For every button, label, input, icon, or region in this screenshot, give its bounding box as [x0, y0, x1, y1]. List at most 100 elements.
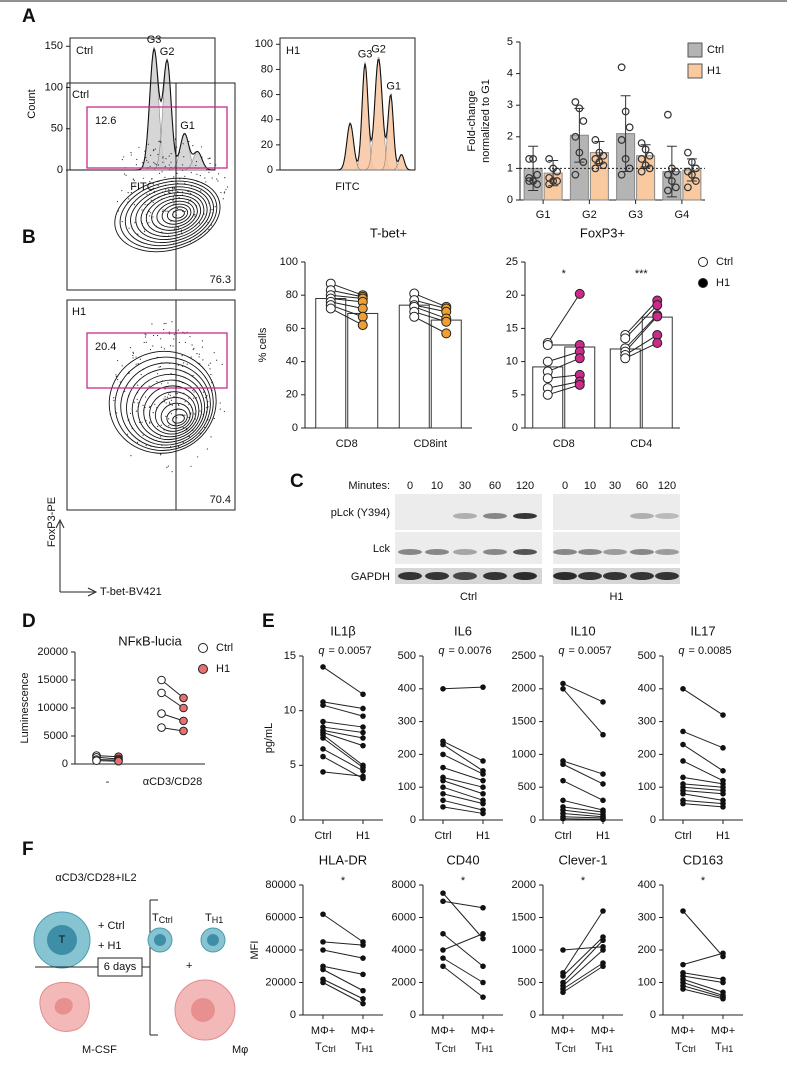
chart-title: IL17	[690, 623, 715, 638]
event-dot	[167, 382, 169, 384]
data-point	[440, 741, 446, 748]
event-dot	[198, 222, 201, 224]
data-point	[621, 107, 630, 116]
y-tick-label: 300	[638, 716, 656, 728]
event-dot	[168, 189, 170, 191]
event-dot	[151, 323, 153, 325]
y-tick-label: 15000	[37, 674, 68, 686]
stat-symbol: q	[558, 645, 565, 657]
data-point	[480, 904, 486, 911]
data-point	[360, 768, 366, 774]
peak-label: G3	[147, 34, 162, 46]
event-dot	[201, 340, 204, 342]
event-dot	[184, 341, 187, 344]
event-dot	[149, 421, 151, 423]
event-dot	[184, 182, 186, 184]
event-dot	[199, 432, 201, 434]
data-point	[480, 994, 486, 1000]
data-point	[600, 797, 606, 804]
lane-label: 30	[459, 480, 471, 492]
event-dot	[152, 334, 155, 337]
event-dot	[162, 209, 164, 211]
data-point	[360, 705, 366, 712]
pair-line	[562, 949, 604, 987]
event-dot	[182, 362, 185, 364]
event-dot	[140, 373, 142, 376]
y-tick-label: 0	[410, 814, 416, 826]
event-dot	[173, 187, 175, 189]
event-dot	[132, 351, 134, 353]
event-dot	[223, 410, 225, 413]
data-point	[480, 777, 486, 784]
legend-marker	[198, 664, 208, 674]
pair-line	[322, 756, 364, 779]
event-dot	[130, 192, 132, 194]
y-tick-label: 500	[638, 650, 656, 662]
pair-line	[547, 374, 580, 379]
event-dot	[168, 425, 170, 427]
data-point	[671, 183, 680, 192]
chart-title: IL1β	[330, 623, 356, 638]
legend-label: H1	[716, 277, 730, 289]
x-tick-label: MΦ+	[591, 1025, 615, 1037]
data-point	[360, 987, 366, 994]
gate-value: 20.4	[95, 341, 116, 353]
data-point	[720, 745, 726, 751]
event-dot	[170, 445, 172, 448]
event-dot	[144, 333, 146, 335]
pair-line	[161, 679, 184, 699]
event-dot	[144, 150, 146, 152]
y-tick-label: 0	[530, 1009, 536, 1021]
event-dot	[195, 164, 197, 167]
pair-line	[562, 936, 604, 977]
data-point	[571, 98, 580, 106]
data-point	[533, 180, 542, 189]
pair-line	[442, 740, 484, 762]
event-dot	[222, 198, 224, 200]
data-point	[671, 167, 680, 176]
factor: M-CSF	[82, 1044, 117, 1056]
event-dot	[128, 198, 130, 200]
pair-line	[442, 767, 484, 782]
event-dot	[195, 397, 197, 399]
event-dot	[161, 171, 163, 173]
data-point	[440, 764, 446, 771]
pair-line	[442, 799, 484, 811]
data-point	[680, 986, 686, 992]
event-dot	[188, 201, 190, 203]
pair-line	[562, 812, 604, 818]
event-dot	[171, 404, 173, 406]
pair-line	[682, 910, 724, 957]
event-dot	[162, 161, 164, 163]
pair-line	[562, 965, 604, 993]
event-dot	[137, 363, 139, 365]
data-point	[680, 908, 686, 914]
event-dot	[177, 227, 179, 229]
data-point	[600, 771, 606, 777]
pair-line	[322, 969, 364, 992]
pair-line	[624, 316, 658, 352]
legend-label: Ctrl	[707, 44, 724, 56]
x-tick-label: Ctrl	[554, 830, 571, 842]
event-dot	[184, 401, 186, 403]
pair-line	[330, 304, 363, 318]
stat-value: = 0.0057	[329, 645, 372, 657]
data-point	[440, 963, 446, 970]
data-point	[357, 320, 368, 331]
bar	[347, 312, 379, 429]
x-tick-label: -	[106, 776, 110, 788]
contour	[137, 379, 203, 440]
event-dot	[177, 403, 180, 406]
sub-index: H1	[602, 1044, 614, 1054]
event-dot	[142, 404, 144, 406]
event-dot	[193, 397, 195, 399]
data-point	[553, 177, 562, 185]
sub-index: Ctrl	[682, 1044, 696, 1054]
bar	[641, 316, 673, 429]
pair-line	[442, 780, 484, 795]
y-tick-label: 0	[650, 1009, 656, 1021]
x-tick-label: MΦ+	[551, 1025, 575, 1037]
y-axis-label: Fold-change	[466, 90, 478, 151]
axis-arrows	[55, 518, 98, 597]
event-dot	[216, 178, 218, 180]
